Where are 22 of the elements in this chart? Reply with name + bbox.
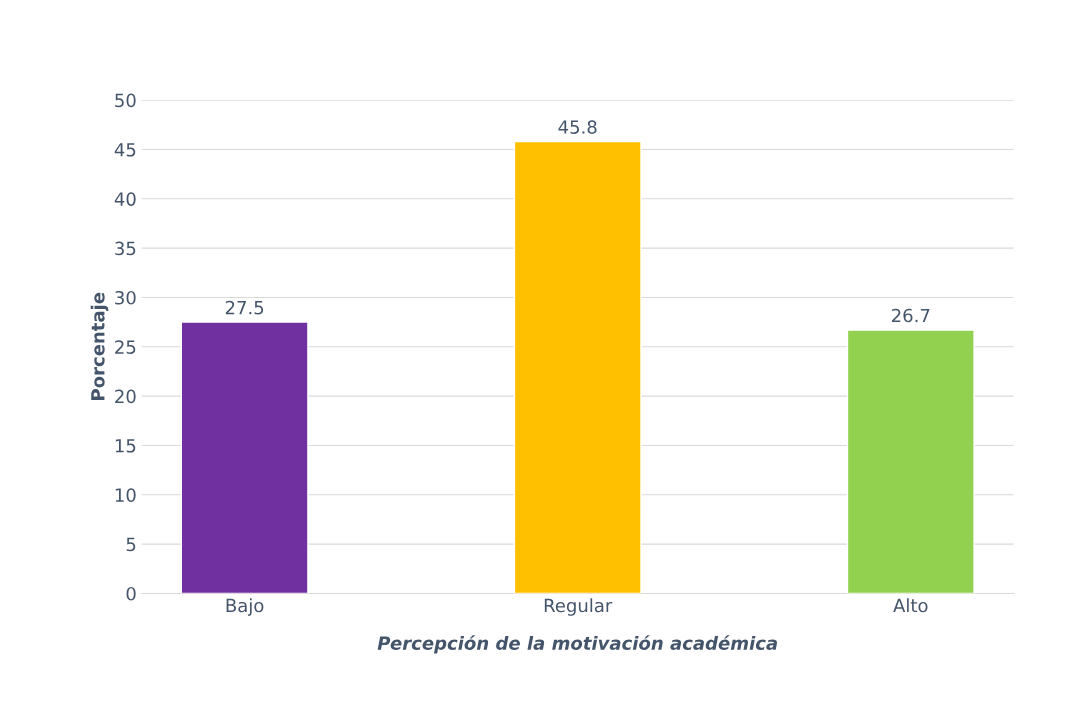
y-tick-label: 20: [115, 389, 136, 404]
y-tick-label: 25: [115, 340, 136, 354]
data-label: 27.5: [225, 300, 264, 315]
bar: [846, 329, 975, 594]
x-tick-label: Bajo: [226, 598, 264, 616]
y-axis-title: Porcentaje: [90, 292, 109, 400]
y-tick-label: 0: [126, 586, 136, 601]
data-label: 26.7: [892, 308, 930, 323]
y-tick-label: 45: [114, 143, 136, 157]
x-tick-label: Alto: [893, 598, 928, 613]
x-axis-title: Percepción de la motivación académica: [377, 635, 777, 654]
y-tick-label: 10: [115, 488, 136, 502]
y-tick-label: 15: [115, 439, 136, 453]
bar: [513, 140, 642, 594]
x-tick-label: Regular: [544, 598, 613, 616]
bar: [180, 321, 309, 594]
y-tick-label: 50: [115, 93, 136, 108]
y-tick-label: 40: [114, 192, 136, 206]
y-tick-label: 35: [115, 241, 136, 256]
y-tick-label: 30: [115, 290, 136, 305]
data-label: 45.8: [558, 120, 597, 134]
y-tick-label: 5: [126, 537, 136, 552]
